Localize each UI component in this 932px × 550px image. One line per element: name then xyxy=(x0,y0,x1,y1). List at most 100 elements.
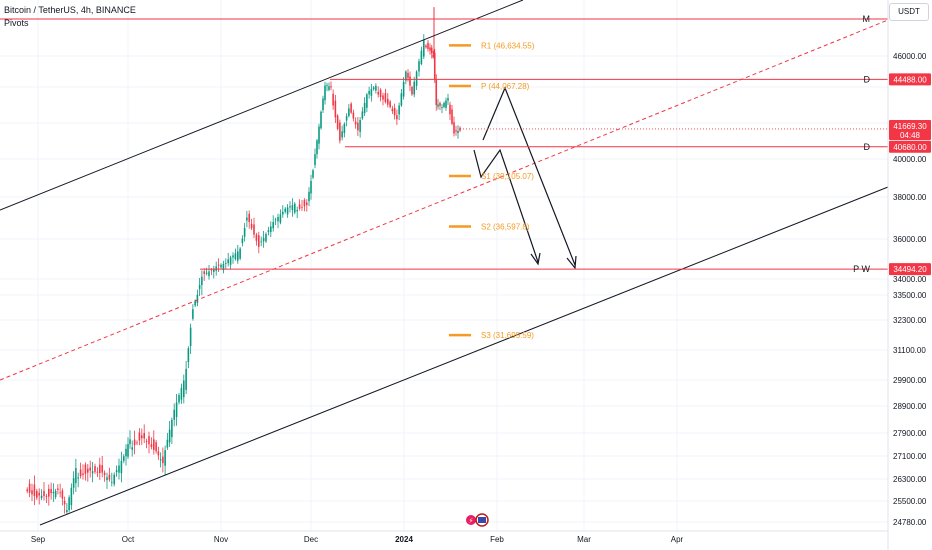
candle-body xyxy=(427,42,429,49)
candle-body xyxy=(237,251,239,261)
candle-body xyxy=(453,122,455,134)
candle-body xyxy=(260,241,262,243)
y-tick-label: 24780.00 xyxy=(893,518,927,527)
candle-body xyxy=(363,102,366,114)
candle-body xyxy=(54,491,57,498)
y-tick-label: 26300.00 xyxy=(893,475,927,484)
pivot-label-r1: R1 (46,634.55) xyxy=(481,41,535,50)
candle-body xyxy=(243,228,246,237)
candle-body xyxy=(162,456,164,464)
candle-body xyxy=(118,465,120,473)
candle-body xyxy=(79,469,82,477)
candle-body xyxy=(409,76,411,86)
time-axis[interactable]: Sep Oct Nov Dec 2024 Feb Mar Apr xyxy=(31,535,684,544)
candle-body xyxy=(398,105,400,115)
candle-body xyxy=(187,348,190,363)
candle-body xyxy=(175,402,178,418)
price-axis[interactable]: 46000.00 40000.00 38000.00 36000.00 34000.00… xyxy=(893,52,927,527)
candle-body xyxy=(423,39,425,57)
candle-body xyxy=(255,234,258,241)
candle-body xyxy=(301,206,303,208)
candle-body xyxy=(455,130,457,132)
candle-body xyxy=(61,490,64,499)
candle-body xyxy=(43,490,45,497)
candle-body xyxy=(50,489,52,494)
candle-body xyxy=(389,101,391,108)
y-tick-label: 29900.00 xyxy=(893,376,927,385)
candle-body xyxy=(445,100,447,108)
candle-body xyxy=(99,464,101,473)
candle-body xyxy=(143,433,145,439)
level-side-label: D xyxy=(864,142,871,152)
indicator-label[interactable]: Pivots xyxy=(4,18,29,28)
candle-body xyxy=(322,98,324,111)
chart-grid xyxy=(0,0,888,531)
level-price-tag-text: 44488.00 xyxy=(893,75,927,84)
candle-body xyxy=(26,489,28,492)
candle-body xyxy=(136,442,138,444)
price-series xyxy=(26,7,461,515)
candle-body xyxy=(84,464,87,474)
candle-body xyxy=(111,481,113,483)
candle-body xyxy=(28,483,31,493)
currency-button[interactable]: USDT xyxy=(889,3,929,21)
candle-body xyxy=(129,439,131,445)
candle-body xyxy=(250,223,253,229)
candle-body xyxy=(262,237,265,242)
candle-body xyxy=(296,210,298,212)
candle-body xyxy=(127,444,129,457)
candle-body xyxy=(375,85,377,91)
candle-body xyxy=(420,50,423,65)
candle-body xyxy=(279,214,282,223)
pivot-label-s3: S3 (31,695.59) xyxy=(481,331,534,340)
candle-body xyxy=(180,387,183,400)
lightning-icon[interactable] xyxy=(466,515,476,525)
candle-body xyxy=(391,108,394,112)
candle-body xyxy=(451,109,453,124)
candle-body xyxy=(393,107,396,116)
y-tick-label: 33500.00 xyxy=(893,291,927,300)
candle-body xyxy=(232,255,234,258)
level-price-tag xyxy=(889,140,931,153)
candle-body xyxy=(168,429,171,443)
candle-body xyxy=(153,439,155,450)
candle-body xyxy=(286,207,289,215)
candle-body xyxy=(227,259,229,264)
candle-body xyxy=(91,471,94,474)
candle-body xyxy=(435,79,438,105)
candle-body xyxy=(52,492,55,494)
y-tick-label: 27100.00 xyxy=(893,452,927,461)
candle-body xyxy=(348,108,350,117)
y-tick-label: 31100.00 xyxy=(893,346,926,355)
candle-body xyxy=(36,491,38,498)
candle-body xyxy=(178,395,180,403)
candle-body xyxy=(336,115,339,129)
candle-body xyxy=(407,72,409,78)
event-icons[interactable]: ⚡ xyxy=(466,513,489,527)
candle-body xyxy=(439,102,441,106)
level-side-label: D xyxy=(864,74,871,84)
candle-body xyxy=(272,221,274,229)
candle-body xyxy=(201,276,203,286)
candle-body xyxy=(284,208,286,212)
candle-body xyxy=(75,468,77,484)
candle-body xyxy=(66,510,68,513)
candle-body xyxy=(258,235,260,247)
chart-title: Bitcoin / TetherUS, 4h, BINANCE xyxy=(4,5,136,15)
candle-body xyxy=(405,71,407,81)
x-tick-label: 2024 xyxy=(395,535,413,544)
candle-body xyxy=(164,450,166,466)
candle-body xyxy=(234,253,237,259)
candle-body xyxy=(382,95,384,100)
candle-body xyxy=(89,467,91,471)
flag-icon-inner xyxy=(478,517,486,523)
candle-body xyxy=(372,87,375,90)
candle-body xyxy=(253,224,255,235)
candle-body xyxy=(413,81,415,95)
candle-body xyxy=(415,71,418,86)
candle-body xyxy=(115,470,118,473)
candle-body xyxy=(267,230,270,233)
candle-body xyxy=(334,100,337,118)
